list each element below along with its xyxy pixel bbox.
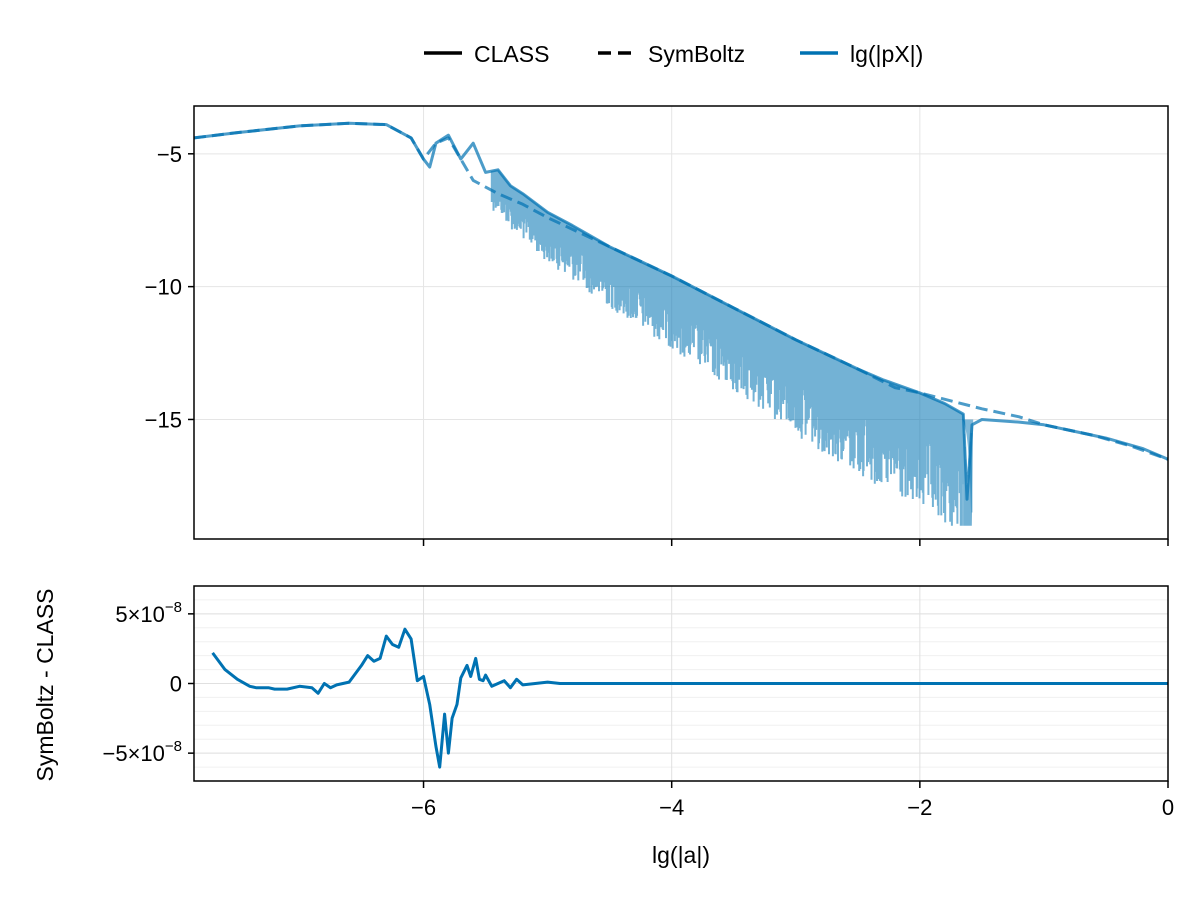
bottom-ytick-label: 0 xyxy=(170,672,182,697)
bottom-plot-panel: 5×10−8 0 −5×10−8 −6 −4 −2 0 lg(|a|) SymBoltz -… xyxy=(32,585,1174,868)
difference-line xyxy=(211,627,1168,769)
top-plot-frame xyxy=(193,105,1169,540)
bottom-xtick-label: −4 xyxy=(659,795,684,820)
bottom-ytick-label: 5×10−8 xyxy=(115,599,182,627)
x-axis-label: lg(|a|) xyxy=(652,842,710,868)
top-ticks: −5 −10 −15 xyxy=(145,142,1169,546)
legend-label: SymBoltz xyxy=(648,41,745,67)
bottom-series-lines xyxy=(211,627,1168,769)
top-plot-panel: −5 −10 −15 xyxy=(145,105,1169,546)
y-axis-label: SymBoltz - CLASS xyxy=(32,589,58,782)
legend-label: CLASS xyxy=(474,41,549,67)
bottom-xtick-label: −2 xyxy=(907,795,932,820)
top-ytick-label: −15 xyxy=(145,407,182,432)
bottom-xtick-label: −6 xyxy=(411,795,436,820)
legend-label: lg(|pX|) xyxy=(850,41,923,67)
oscillation-spikes xyxy=(490,169,973,526)
legend: CLASS SymBoltz lg(|pX|) xyxy=(424,41,923,67)
bottom-ytick-label: −5×10−8 xyxy=(102,738,182,766)
symboltz-line xyxy=(194,121,1168,461)
bottom-ticks: 5×10−8 0 −5×10−8 −6 −4 −2 0 xyxy=(102,599,1174,820)
top-ytick-label: −10 xyxy=(145,275,182,300)
bottom-xtick-label: 0 xyxy=(1162,795,1174,820)
top-series-lines xyxy=(194,121,1168,501)
top-ytick-label: −5 xyxy=(157,142,182,167)
